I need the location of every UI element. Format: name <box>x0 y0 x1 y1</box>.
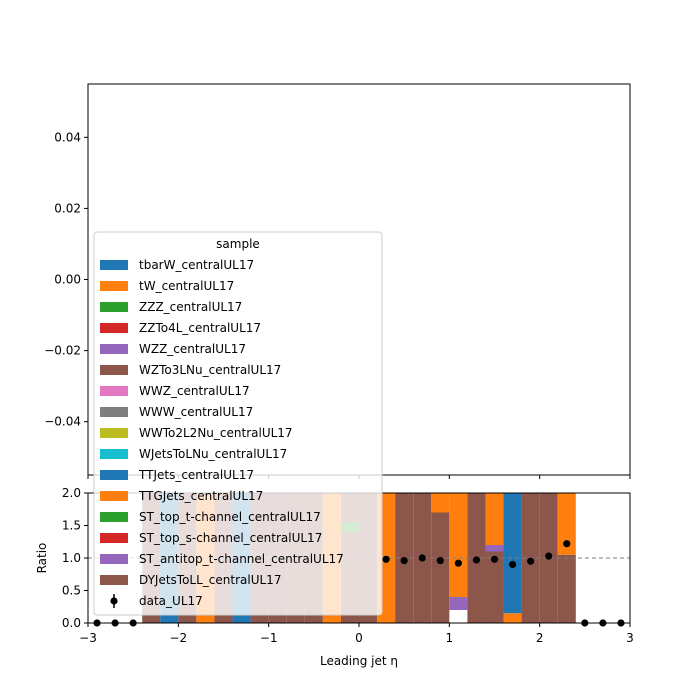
ratio-y-tick-label: 0.5 <box>62 584 81 598</box>
main-y-tick-label: 0.02 <box>54 201 81 215</box>
data-point <box>545 552 553 560</box>
legend-swatch <box>100 323 128 333</box>
legend-label: ST_top_s-channel_centralUL17 <box>139 531 322 545</box>
legend-label: tbarW_centralUL17 <box>139 258 254 272</box>
legend-swatch <box>100 386 128 396</box>
legend-swatch <box>100 365 128 375</box>
legend-label: WWZ_centralUL17 <box>139 384 250 398</box>
ratio-bar-segment <box>557 554 576 623</box>
data-point <box>418 554 426 562</box>
legend: sample tbarW_centralUL17 tW_centralUL17 ZZ… <box>93 231 383 616</box>
legend-marker-point <box>110 597 118 605</box>
ratio-y-axis-label: Ratio <box>35 543 49 574</box>
ratio-y-tick-label: 0.0 <box>62 616 81 630</box>
main-y-tick-label: 0.04 <box>54 130 81 144</box>
legend-swatch <box>100 281 128 291</box>
legend-label: WWTo2L2Nu_centralUL17 <box>139 426 293 440</box>
legend-label: TTGJets_centralUL17 <box>138 489 263 503</box>
data-point <box>382 555 390 563</box>
legend-label: tW_centralUL17 <box>139 279 234 293</box>
legend-label: WZTo3LNu_centralUL17 <box>139 363 281 377</box>
ratio-x-tick-label: −2 <box>169 631 187 645</box>
legend-label: ST_top_t-channel_centralUL17 <box>139 510 321 524</box>
legend-swatch <box>100 302 128 312</box>
legend-swatch <box>100 491 128 501</box>
ratio-x-ticks: −3 −2 −1 0 1 2 3 <box>79 623 634 645</box>
ratio-bar-segment <box>485 493 504 545</box>
legend-swatch <box>100 407 128 417</box>
legend-label: ZZTo4L_centralUL17 <box>139 321 261 335</box>
ratio-x-tick-label: 0 <box>355 631 363 645</box>
legend-swatch <box>100 449 128 459</box>
ratio-bar-segment <box>431 512 450 623</box>
main-y-ticks: −0.04 −0.02 0.00 0.02 0.04 <box>44 130 88 429</box>
ratio-x-tick-label: −3 <box>79 631 97 645</box>
data-point <box>472 556 481 564</box>
legend-swatch <box>100 512 128 522</box>
data-point <box>563 540 571 548</box>
ratio-x-tick-label: 3 <box>626 631 634 645</box>
ratio-x-tick-label: −1 <box>260 631 278 645</box>
ratio-y-tick-label: 1.5 <box>62 519 81 533</box>
legend-label: WWW_centralUL17 <box>139 405 253 419</box>
legend-swatch <box>100 533 128 543</box>
legend-box <box>93 231 383 616</box>
legend-swatch <box>100 260 128 270</box>
legend-label: ST_antitop_t-channel_centralUL17 <box>139 552 344 566</box>
legend-swatch <box>100 575 128 585</box>
legend-label: DYJetsToLL_centralUL17 <box>139 573 281 587</box>
ratio-bar-segment <box>431 493 450 513</box>
legend-label: WZZ_centralUL17 <box>139 342 246 356</box>
main-y-tick-label: −0.02 <box>44 344 81 358</box>
legend-swatch <box>100 428 128 438</box>
data-points <box>93 540 625 627</box>
ratio-x-tick-label: 2 <box>536 631 544 645</box>
data-point <box>490 555 499 563</box>
legend-label: TTJets_centralUL17 <box>138 468 254 482</box>
ratio-bar-segment <box>503 493 522 614</box>
ratio-bar-segment <box>449 597 468 610</box>
ratio-y-tick-label: 2.0 <box>62 486 81 500</box>
legend-swatch <box>100 470 128 480</box>
legend-label: data_UL17 <box>139 594 203 608</box>
ratio-y-tick-label: 1.0 <box>62 551 81 565</box>
main-y-tick-label: −0.04 <box>44 415 81 429</box>
ratio-bar-segment <box>449 493 468 597</box>
ratio-bar-segment <box>557 493 576 555</box>
legend-label: ZZZ_centralUL17 <box>139 300 242 314</box>
x-axis-label: Leading jet η <box>320 654 398 668</box>
ratio-x-tick-label: 1 <box>446 631 454 645</box>
legend-swatch <box>100 554 128 564</box>
ratio-bar-segment <box>485 545 504 552</box>
legend-swatch <box>100 344 128 354</box>
legend-label: WJetsToLNu_centralUL17 <box>139 447 287 461</box>
data-point <box>454 559 462 567</box>
ratio-bar-segment <box>485 551 504 623</box>
main-y-tick-label: 0.00 <box>54 273 81 287</box>
data-point <box>527 557 535 565</box>
data-point <box>508 560 517 569</box>
ratio-y-ticks: 0.0 0.5 1.0 1.5 2.0 <box>62 486 88 630</box>
ratio-bar-segment <box>503 613 522 623</box>
legend-title: sample <box>216 237 260 251</box>
data-point <box>400 557 408 565</box>
data-point <box>436 557 444 565</box>
legend-entries: tbarW_centralUL17 tW_centralUL17 ZZZ_centr… <box>100 258 344 608</box>
